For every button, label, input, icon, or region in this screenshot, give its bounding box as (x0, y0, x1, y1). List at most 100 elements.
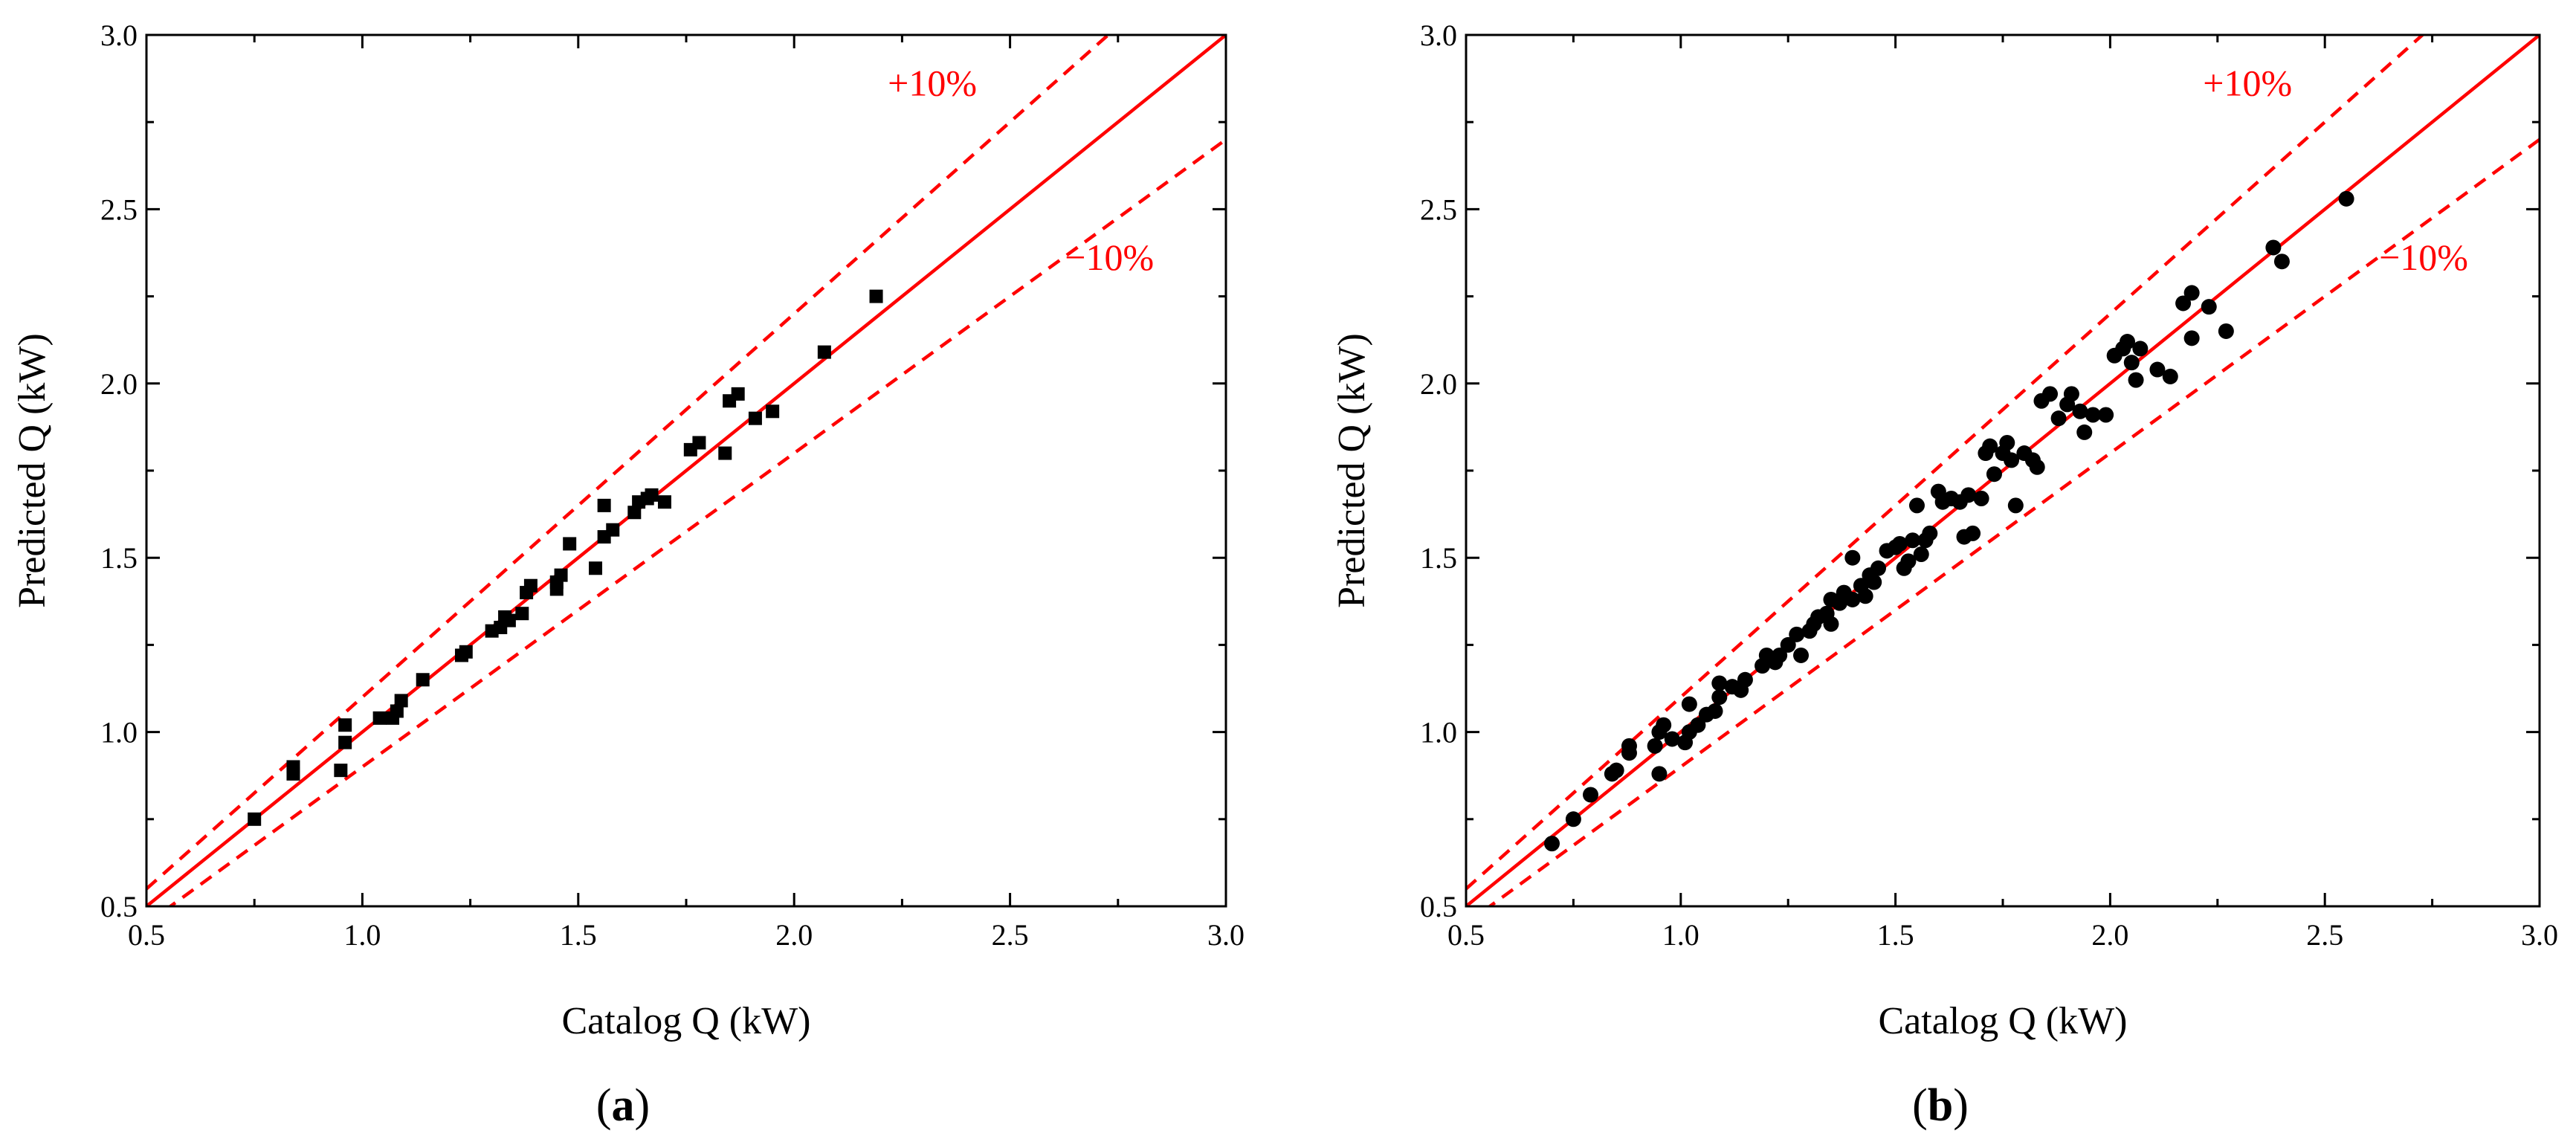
data-point (766, 404, 780, 419)
x-tick-label: 1.0 (1662, 918, 1699, 952)
data-point (338, 718, 352, 732)
data-point (286, 760, 300, 774)
data-point (1844, 591, 1861, 607)
panel-label-close: ) (635, 1080, 651, 1131)
data-point (1647, 738, 1663, 754)
data-point (563, 537, 577, 551)
x-tick-label: 3.0 (2521, 918, 2558, 952)
data-point (2085, 407, 2101, 423)
data-point (2042, 386, 2059, 402)
ticks (1465, 33, 2541, 908)
data-point (2004, 452, 2020, 468)
data-point (1866, 574, 1882, 590)
x-tick-label: 0.5 (1447, 918, 1485, 952)
data-point (2175, 295, 2192, 312)
x-tick-label: 1.5 (560, 918, 597, 952)
x-tick-label: 3.0 (1207, 918, 1245, 952)
minus-10-label: −10% (2379, 236, 2468, 278)
data-point (334, 764, 348, 778)
panel-b: 0.5 1.0 1.5 2.0 2.5 3.0 0.5 1.0 1.5 2.0 2.5 3.0 Cata… (1331, 19, 2558, 1131)
data-point (1870, 560, 1886, 576)
data-point (589, 561, 603, 575)
plus-10-line (146, 35, 1111, 891)
data-point (248, 812, 262, 826)
data-point (390, 704, 404, 718)
x-axis-title: Catalog Q (kW) (561, 1000, 810, 1042)
data-point (523, 578, 538, 593)
x-tick-label: 1.5 (1877, 918, 1914, 952)
data-point (657, 495, 671, 509)
data-point (2149, 361, 2166, 378)
data-point (1664, 731, 1680, 747)
data-point (1608, 762, 1624, 778)
data-point (502, 613, 516, 627)
data-point (1651, 766, 1668, 782)
reference-lines (146, 35, 1226, 906)
data-point (2007, 497, 2024, 514)
panel-label-letter: b (1928, 1080, 1953, 1131)
parity-line (1466, 35, 2540, 906)
data-point (1844, 549, 1861, 566)
x-tick-label: 2.5 (2306, 918, 2343, 952)
data-point (627, 506, 642, 520)
data-point (1999, 434, 2015, 451)
data-point (2338, 190, 2354, 207)
y-tick-label: 2.0 (1420, 367, 1457, 401)
data-point (1905, 532, 1921, 549)
y-axis-title: Predicted Q (kW) (1331, 333, 1373, 608)
data-point (1913, 546, 1929, 563)
panel-label: (b) (1912, 1080, 1969, 1131)
plus-10-label: +10% (888, 62, 977, 104)
data-point (554, 568, 568, 582)
data-point (2123, 355, 2140, 371)
x-axis-title: Catalog Q (kW) (1878, 1000, 2127, 1042)
y-tick-label: 2.5 (100, 193, 138, 226)
data-point (1621, 738, 1637, 754)
data-point (1965, 525, 1981, 541)
x-tick-label: 2.5 (992, 918, 1029, 952)
y-axis-title: Predicted Q (kW) (11, 333, 54, 608)
data-point (372, 711, 387, 725)
data-point (1789, 626, 1805, 642)
data-point (597, 498, 611, 512)
plus-10-label: +10% (2203, 62, 2292, 104)
panel-a: 0.5 1.0 1.5 2.0 2.5 3.0 0.5 1.0 1.5 2.0 2.5 3.0 Cata… (11, 19, 1245, 1131)
data-point (2076, 424, 2093, 440)
panel-label: (a) (596, 1080, 650, 1131)
data-point (416, 673, 430, 687)
data-point (1711, 689, 1728, 706)
data-points (1544, 190, 2354, 852)
data-point (2265, 239, 2282, 256)
y-tick-label: 2.0 (100, 367, 138, 401)
y-tick-label: 1.5 (1420, 541, 1457, 575)
data-point (2218, 323, 2234, 339)
data-point (2183, 285, 2200, 301)
data-point (1565, 811, 1581, 827)
data-point (2201, 299, 2217, 315)
data-point (692, 436, 706, 450)
data-point (2128, 372, 2144, 388)
y-tick-label: 3.0 (1420, 19, 1457, 52)
data-point (748, 411, 762, 425)
data-point (1656, 717, 1672, 733)
data-point (1973, 491, 1989, 507)
data-point (1900, 553, 1917, 570)
data-point (459, 645, 473, 659)
data-point (2183, 330, 2200, 346)
data-point (2072, 403, 2088, 419)
y-tick-label: 0.5 (1420, 890, 1457, 923)
data-point (1891, 535, 1908, 552)
minus-10-label: −10% (1065, 236, 1154, 278)
data-point (645, 488, 659, 502)
parity-line (146, 35, 1226, 906)
data-point (1986, 466, 2002, 483)
data-point (1544, 836, 1560, 852)
y-tick-label: 1.0 (100, 716, 138, 749)
data-point (1690, 717, 1706, 733)
data-point (606, 523, 620, 537)
data-point (2162, 368, 2178, 384)
x-tick-label: 2.0 (2091, 918, 2128, 952)
data-point (1583, 787, 1599, 803)
data-point (1823, 616, 1839, 632)
data-point (515, 607, 529, 621)
